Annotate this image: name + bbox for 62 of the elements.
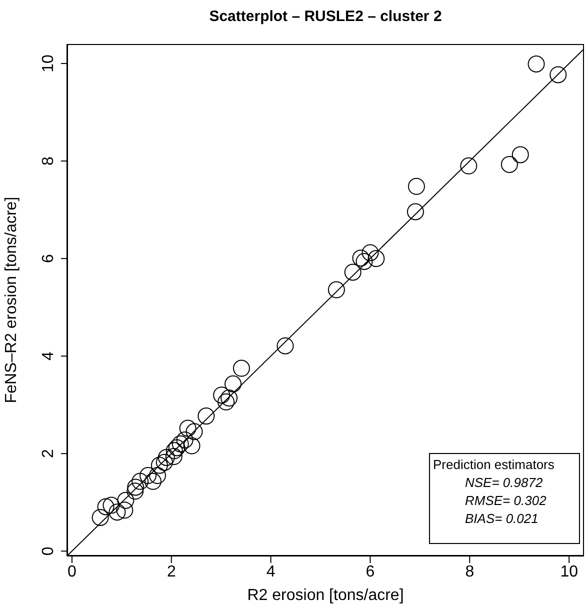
point — [166, 442, 183, 460]
y-tick-label: 2 — [40, 449, 57, 458]
point — [218, 393, 235, 410]
point — [550, 66, 567, 84]
point — [117, 492, 134, 509]
point — [150, 456, 168, 474]
point — [198, 408, 215, 425]
point — [183, 437, 200, 454]
point — [276, 337, 294, 354]
y-tick-label: 8 — [40, 156, 57, 166]
point — [232, 360, 250, 377]
point — [528, 55, 545, 72]
x-tick-label: 4 — [266, 563, 276, 580]
point — [344, 264, 362, 281]
point — [408, 178, 425, 195]
point — [108, 504, 126, 521]
annotation: RMSE= 0.302 — [464, 492, 548, 510]
point — [148, 467, 166, 484]
point — [352, 250, 370, 267]
point — [116, 502, 134, 519]
point — [220, 390, 238, 407]
point — [186, 423, 203, 440]
y-tick-label: 4 — [40, 352, 57, 361]
point — [179, 420, 196, 437]
point — [97, 498, 114, 516]
point — [512, 146, 529, 164]
point — [127, 478, 144, 496]
point — [172, 435, 189, 452]
annotation: Prediction estimators — [433, 456, 556, 474]
point — [140, 467, 157, 484]
annotation: BIAS= 0.021 — [464, 510, 540, 528]
point — [500, 156, 518, 173]
point — [92, 508, 109, 526]
x-tick-label: 10 — [560, 563, 578, 580]
y-tick-label: 10 — [40, 54, 57, 72]
x-axis-title: R2 erosion [tons/acre] — [246, 586, 405, 606]
y-tick-label: 6 — [40, 254, 57, 264]
x-tick-label: 0 — [68, 563, 77, 580]
point — [165, 448, 182, 466]
x-tick-label: 6 — [366, 563, 375, 580]
point — [176, 431, 194, 448]
point — [368, 250, 385, 268]
point — [156, 454, 173, 471]
point — [126, 482, 144, 500]
point — [132, 472, 149, 490]
x-tick-label: 8 — [465, 563, 474, 580]
point — [102, 496, 120, 514]
point — [158, 449, 175, 466]
point — [168, 439, 186, 456]
point — [356, 252, 373, 270]
point — [144, 472, 162, 490]
chart-title: Scatterplot – RUSLE2 – cluster 2 — [208, 8, 443, 25]
point — [213, 386, 230, 404]
point — [406, 203, 424, 220]
point — [362, 244, 379, 262]
point — [460, 157, 478, 174]
annotation: NSE= 0.9872 — [464, 474, 544, 492]
y-tick-label: 0 — [40, 546, 57, 556]
x-tick-label: 2 — [166, 563, 176, 580]
y-axis-title: FeNS–R2 erosion [tons/acre] — [2, 196, 21, 406]
point — [224, 375, 242, 392]
point — [328, 281, 345, 298]
